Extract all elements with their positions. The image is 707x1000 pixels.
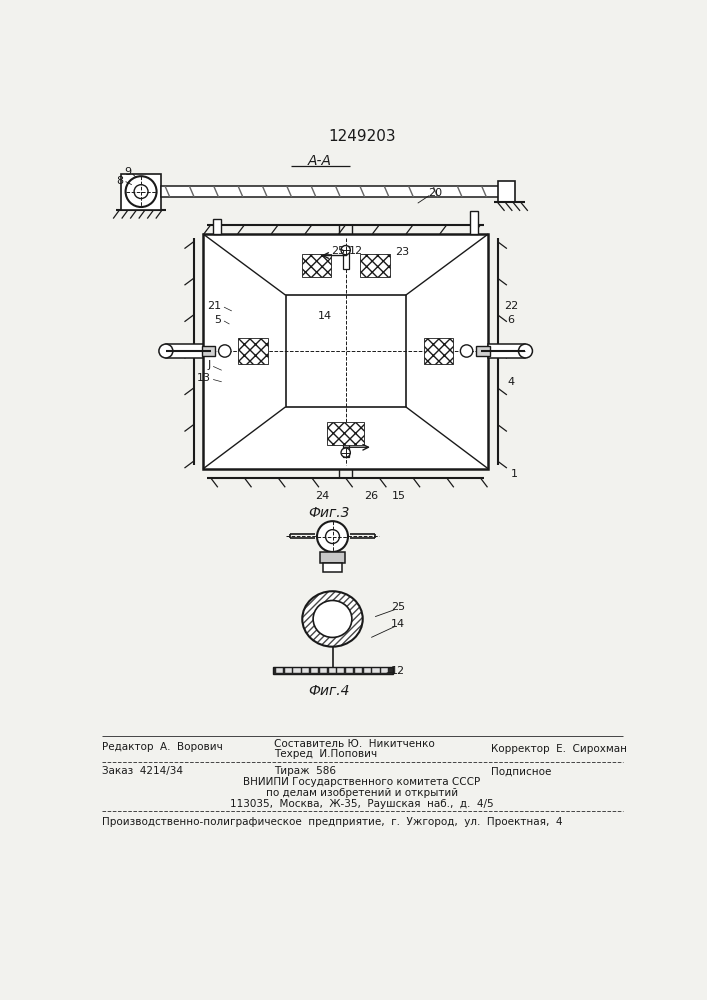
Bar xyxy=(203,234,489,469)
Text: Корректор  Е.  Сирохман: Корректор Е. Сирохман xyxy=(491,744,627,754)
Bar xyxy=(285,668,292,673)
Bar xyxy=(213,219,221,234)
Text: 25: 25 xyxy=(391,602,405,612)
Bar xyxy=(363,668,370,673)
Text: 23: 23 xyxy=(395,247,409,257)
Bar xyxy=(329,668,336,673)
Text: 113035,  Москва,  Ж-35,  Раушская  наб.,  д.  4/5: 113035, Москва, Ж-35, Раушская наб., д. … xyxy=(230,799,493,809)
Bar xyxy=(323,563,341,572)
Text: Подписное: Подписное xyxy=(491,766,551,776)
Circle shape xyxy=(126,176,156,207)
Text: 12: 12 xyxy=(391,666,405,676)
Text: 1: 1 xyxy=(511,469,518,479)
Text: Тираж  586: Тираж 586 xyxy=(274,766,337,776)
Text: Редактор  А.  Ворович: Редактор А. Ворович xyxy=(103,742,223,752)
Ellipse shape xyxy=(303,591,363,647)
Text: 4: 4 xyxy=(507,377,514,387)
Circle shape xyxy=(518,344,532,358)
Bar xyxy=(337,668,344,673)
Bar xyxy=(373,668,380,673)
Text: 8: 8 xyxy=(116,176,123,186)
Text: 6: 6 xyxy=(507,315,514,325)
Bar xyxy=(301,254,331,277)
Bar xyxy=(320,668,327,673)
Circle shape xyxy=(218,345,231,357)
Text: Производственно-полиграфическое  предприятие,  г.  Ужгород,  ул.  Проектная,  4: Производственно-полиграфическое предприя… xyxy=(103,817,563,827)
Text: 14: 14 xyxy=(317,311,332,321)
Ellipse shape xyxy=(313,600,352,637)
Text: Заказ  4214/34: Заказ 4214/34 xyxy=(103,766,183,776)
Text: 20: 20 xyxy=(428,188,443,198)
Bar xyxy=(489,344,525,358)
Bar xyxy=(201,346,216,356)
Bar xyxy=(381,668,388,673)
Text: 25: 25 xyxy=(331,246,345,256)
Bar xyxy=(470,211,478,234)
Bar xyxy=(327,422,364,445)
Bar xyxy=(121,174,161,210)
Bar xyxy=(311,668,318,673)
Bar xyxy=(355,668,362,673)
Text: 14: 14 xyxy=(391,619,405,629)
Text: 24: 24 xyxy=(315,491,329,501)
Circle shape xyxy=(325,530,339,544)
Text: Составитель Ю.  Никитченко: Составитель Ю. Никитченко xyxy=(274,739,435,749)
Text: 15: 15 xyxy=(392,491,405,501)
Bar xyxy=(320,552,345,563)
Text: 26: 26 xyxy=(364,491,378,501)
Bar xyxy=(302,668,310,673)
Text: ВНИИПИ Государственного комитета СССР: ВНИИПИ Государственного комитета СССР xyxy=(243,777,481,787)
Circle shape xyxy=(460,345,473,357)
Text: 9: 9 xyxy=(124,167,131,177)
Text: 13: 13 xyxy=(197,373,211,383)
Bar xyxy=(361,254,390,277)
Bar xyxy=(161,186,510,197)
Bar xyxy=(476,346,490,356)
Text: 12: 12 xyxy=(349,246,363,256)
Bar xyxy=(346,668,354,673)
Text: по делам изобретений и открытий: по делам изобретений и открытий xyxy=(266,788,458,798)
Text: 22: 22 xyxy=(503,301,518,311)
Text: 5: 5 xyxy=(215,315,222,325)
Bar xyxy=(276,668,283,673)
Text: Фиг.4: Фиг.4 xyxy=(308,684,349,698)
Bar xyxy=(498,181,515,202)
Bar xyxy=(238,338,268,364)
Bar xyxy=(423,338,453,364)
Text: J: J xyxy=(208,360,211,370)
Circle shape xyxy=(134,185,148,199)
Bar xyxy=(343,246,349,269)
Circle shape xyxy=(341,448,351,457)
Bar xyxy=(293,668,300,673)
Circle shape xyxy=(341,246,351,255)
Text: 21: 21 xyxy=(208,301,222,311)
Circle shape xyxy=(159,344,173,358)
Text: 1249203: 1249203 xyxy=(328,129,396,144)
Bar xyxy=(343,434,349,457)
Text: Фиг.3: Фиг.3 xyxy=(308,506,349,520)
Bar xyxy=(286,295,406,407)
Circle shape xyxy=(317,521,348,552)
Text: A-A: A-A xyxy=(308,154,332,168)
Bar xyxy=(273,667,393,674)
Bar xyxy=(166,344,203,358)
Text: Техред  И.Попович: Техред И.Попович xyxy=(274,749,378,759)
